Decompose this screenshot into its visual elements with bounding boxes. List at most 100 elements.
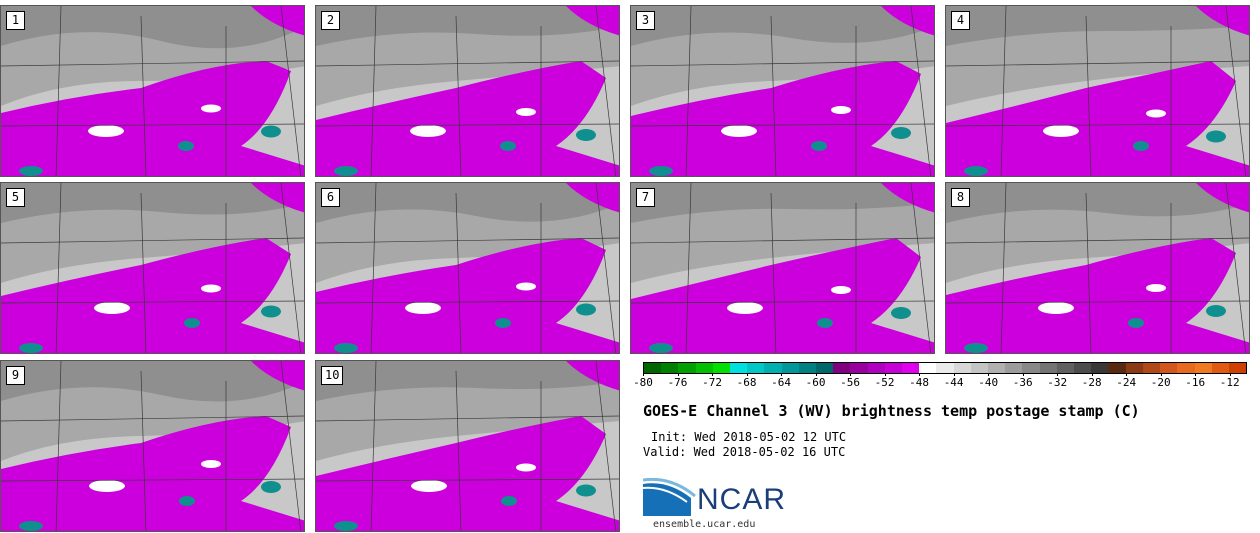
colorbar-tick-label: -56 xyxy=(840,376,861,389)
colorbar-tick-mark xyxy=(1160,373,1162,376)
colorbar-swatch xyxy=(695,363,713,373)
colorbar-swatch xyxy=(678,363,696,373)
colorbar-tick-mark xyxy=(815,373,817,376)
stamp-number-label: 10 xyxy=(321,366,344,385)
colorbar-tick-label: -40 xyxy=(978,376,999,389)
stamp-number-label: 7 xyxy=(636,188,655,207)
colorbar-tick-label: -64 xyxy=(771,376,791,389)
colorbar-swatch xyxy=(816,363,834,373)
colorbar-swatch xyxy=(1039,363,1057,373)
stamp-panel-4: 4 xyxy=(945,5,1250,177)
colorbar-swatch xyxy=(1091,363,1109,373)
brightness-temp-map xyxy=(1,183,304,353)
brightness-temp-map xyxy=(316,6,619,176)
colorbar-swatch xyxy=(1142,363,1161,373)
brightness-temp-map xyxy=(316,183,619,353)
stamp-panel-5: 5 xyxy=(0,182,305,354)
colorbar-tick-mark xyxy=(884,373,886,376)
colorbar-swatch xyxy=(867,363,885,373)
brightness-temp-map xyxy=(316,361,619,531)
stamp-number-label: 6 xyxy=(321,188,340,207)
stamp-panel-10: 10 xyxy=(315,360,620,532)
colorbar-tick-label: -60 xyxy=(805,376,826,389)
colorbar-tick-label: -48 xyxy=(909,376,930,389)
colorbar-swatch xyxy=(1005,363,1023,373)
colorbar-tick-label: -28 xyxy=(1081,376,1102,389)
stamp-number-label: 8 xyxy=(951,188,970,207)
colorbar-tick-label: -68 xyxy=(736,376,757,389)
colorbar-swatch xyxy=(953,363,971,373)
colorbar-tick-label: -44 xyxy=(943,376,964,389)
colorbar-swatch xyxy=(1211,363,1229,373)
colorbar-swatch xyxy=(764,363,782,373)
colorbar-tick-label: -24 xyxy=(1116,376,1137,389)
stamp-number-label: 1 xyxy=(6,11,25,30)
colorbar-swatch xyxy=(1108,363,1126,373)
colorbar-tick-mark xyxy=(1091,373,1093,376)
colorbar-swatch xyxy=(919,363,937,373)
colorbar-tick-label: -72 xyxy=(702,376,722,389)
colorbar-tick-mark xyxy=(1195,373,1197,376)
colorbar-tick-mark xyxy=(643,373,644,376)
brightness-temp-map xyxy=(946,6,1249,176)
colorbar-tick-mark xyxy=(712,373,714,376)
colorbar-swatch xyxy=(833,363,851,373)
stamp-number-label: 5 xyxy=(6,188,25,207)
ncar-logo-icon xyxy=(643,478,696,516)
brightness-temp-map xyxy=(631,6,934,176)
colorbar-tick-mark xyxy=(1229,373,1231,376)
colorbar-tick-label: -80 xyxy=(633,376,653,389)
colorbar-swatch xyxy=(1228,363,1247,373)
colorbar-swatch xyxy=(1160,363,1178,373)
brightness-temp-map xyxy=(1,361,304,531)
brightness-temp-map xyxy=(631,183,934,353)
colorbar-swatch xyxy=(747,363,765,373)
colorbar-tick-mark xyxy=(988,373,990,376)
stamp-number-label: 9 xyxy=(6,366,25,385)
colorbar-swatch xyxy=(902,363,920,373)
colorbar-tick-mark xyxy=(1126,373,1128,376)
colorbar-swatch xyxy=(730,363,748,373)
colorbar-swatch xyxy=(1177,363,1195,373)
stamp-panel-2: 2 xyxy=(315,5,620,177)
colorbar-tick-label: -12 xyxy=(1219,376,1240,389)
colorbar-ticks: -80 -76 -72 -68 -64 -60 -56 -52 -48 -44 -40 -36 -32-… xyxy=(633,373,1247,396)
stamp-panel-9: 9 xyxy=(0,360,305,532)
stamp-panel-8: 8 xyxy=(945,182,1250,354)
colorbar-tick-label: -52 xyxy=(874,376,895,389)
colorbar-tick-label: -32 xyxy=(1047,376,1068,389)
colorbar-tick-mark xyxy=(781,373,783,376)
colorbar-swatch xyxy=(661,363,679,373)
stamp-panel-7: 7 xyxy=(630,182,935,354)
colorbar-tick-mark xyxy=(677,373,679,376)
init-time: Init: Wed 2018-05-02 12 UTC xyxy=(651,430,847,444)
brightness-temp-map xyxy=(1,6,304,176)
colorbar-tick-mark xyxy=(746,373,748,376)
stamp-number-label: 4 xyxy=(951,11,970,30)
colorbar-swatch xyxy=(1194,363,1212,373)
colorbar-tick-mark xyxy=(1022,373,1024,376)
colorbar-tick-label: -20 xyxy=(1150,376,1171,389)
valid-time: Valid: Wed 2018-05-02 16 UTC xyxy=(643,445,846,459)
colorbar-swatch xyxy=(781,363,799,373)
colorbar-swatch xyxy=(1074,363,1092,373)
colorbar-swatch xyxy=(712,363,731,373)
colorbar-tick-mark xyxy=(953,373,955,376)
colorbar-tick-label: -36 xyxy=(1012,376,1033,389)
stamp-number-label: 2 xyxy=(321,11,340,30)
stamp-panel-6: 6 xyxy=(315,182,620,354)
stamp-number-label: 3 xyxy=(636,11,655,30)
colorbar-swatch xyxy=(1056,363,1075,373)
colorbar-swatch xyxy=(970,363,989,373)
figure-title: GOES-E Channel 3 (WV) brightness temp po… xyxy=(643,402,1140,420)
colorbar-swatch xyxy=(1125,363,1143,373)
colorbar-swatch xyxy=(936,363,954,373)
colorbar-swatch xyxy=(850,363,868,373)
brightness-temp-map xyxy=(946,183,1249,353)
colorbar-tick-mark xyxy=(919,373,921,376)
logo-url: ensemble.ucar.edu xyxy=(653,519,756,530)
stamp-panel-3: 3 xyxy=(630,5,935,177)
colorbar-tick-mark xyxy=(1057,373,1059,376)
stamp-panel-1: 1 xyxy=(0,5,305,177)
colorbar-swatch xyxy=(884,363,903,373)
